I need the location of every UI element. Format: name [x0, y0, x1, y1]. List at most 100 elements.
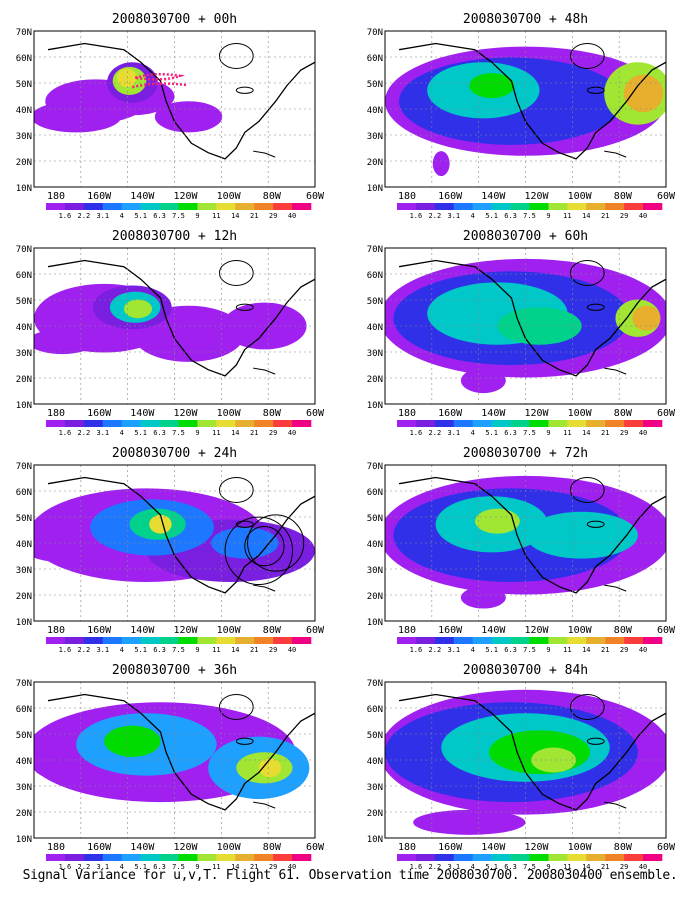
colorbar-label: 14 — [231, 863, 239, 871]
lat-tick-label: 10N — [367, 835, 383, 845]
lat-tick-label: 30N — [367, 566, 383, 576]
lat-tick-label: 40N — [16, 323, 32, 333]
lat-tick-label: 60N — [16, 705, 32, 715]
colorbar-label: 3.1 — [447, 863, 460, 871]
lat-tick-label: 70N — [367, 679, 383, 689]
colorbar-label: 1.6 — [410, 646, 423, 654]
colorbar-swatch — [586, 420, 606, 427]
variance-field — [385, 31, 666, 187]
colorbar-label: 40 — [288, 646, 296, 654]
colorbar-swatch — [567, 854, 587, 861]
lat-tick-label: 40N — [16, 540, 32, 550]
colorbar-label: 1.6 — [410, 212, 423, 220]
lon-tick-label: 80W — [614, 625, 633, 636]
colorbar-swatch — [140, 637, 160, 644]
colorbar-swatch — [529, 203, 549, 210]
variance-field — [34, 682, 315, 838]
colorbar-swatch — [121, 637, 141, 644]
colorbar-label: 1.6 — [410, 429, 423, 437]
colorbar-swatch — [491, 420, 511, 427]
variance-field — [385, 248, 666, 404]
lat-tick-label: 70N — [367, 28, 383, 38]
lat-tick-label: 70N — [16, 679, 32, 689]
colorbar-label: 1.6 — [59, 212, 72, 220]
coastline — [47, 693, 315, 811]
colorbar-label: 3.1 — [96, 212, 109, 220]
colorbar-swatch — [254, 637, 274, 644]
colorbar-label: 11 — [563, 429, 571, 437]
colorbar-swatch — [235, 420, 255, 427]
colorbar-swatch — [102, 420, 123, 427]
lon-tick-label: 140W — [481, 191, 506, 202]
lon-tick-label: 100W — [568, 625, 593, 636]
colorbar-swatch — [434, 637, 455, 644]
lon-tick-label: 180 — [398, 842, 416, 853]
lat-tick-label: 20N — [367, 158, 383, 168]
variance-field — [34, 465, 315, 621]
colorbar-label: 7.5 — [172, 429, 185, 437]
colorbar-swatch — [197, 854, 217, 861]
colorbar-label: 3.1 — [447, 646, 460, 654]
colorbar-swatch — [254, 203, 274, 210]
colorbar-label: 4 — [471, 646, 475, 654]
colorbar-label: 4 — [471, 429, 475, 437]
lon-tick-label: 160W — [438, 625, 463, 636]
colorbar-label: 5.1 — [485, 212, 498, 220]
colorbar-label: 40 — [639, 863, 647, 871]
colorbar-swatch — [586, 203, 606, 210]
colorbar-label: 7.5 — [523, 212, 536, 220]
lon-tick-label: 140W — [130, 842, 155, 853]
lon-tick-label: 160W — [438, 408, 463, 419]
colorbar-label: 7.5 — [523, 863, 536, 871]
lat-tick-label: 30N — [367, 783, 383, 793]
colorbar: 1.6 2.2 3.1 4 5.1 6.3 7.5 9 11 14 21 29 40 — [397, 203, 663, 220]
colorbar-swatch — [548, 854, 568, 861]
colorbar-swatch — [453, 637, 474, 644]
lon-tick-label: 120W — [524, 408, 549, 419]
lat-tick-label: 10N — [367, 184, 383, 194]
colorbar-label: 2.2 — [429, 429, 442, 437]
lat-tick-label: 50N — [367, 514, 383, 524]
panel-title: 2008030700 + 48h — [463, 12, 588, 27]
lon-tick-label: 100W — [568, 842, 593, 853]
lat-tick-label: 30N — [16, 566, 32, 576]
colorbar-label: 11 — [212, 212, 220, 220]
colorbar-swatch — [178, 637, 198, 644]
colorbar-label: 21 — [601, 646, 609, 654]
colorbar-swatch — [121, 203, 141, 210]
lat-tick-label: 20N — [367, 592, 383, 602]
colorbar: 1.6 2.2 3.1 4 5.1 6.3 7.5 9 11 14 21 29 40 — [46, 854, 312, 871]
colorbar-label: 3.1 — [96, 429, 109, 437]
colorbar-swatch — [548, 637, 568, 644]
colorbar-swatch — [529, 854, 549, 861]
lon-tick-label: 140W — [481, 842, 506, 853]
lon-tick-label: 160W — [438, 842, 463, 853]
colorbar-swatch — [415, 854, 436, 861]
lat-tick-label: 10N — [367, 401, 383, 411]
panel-title: 2008030700 + 84h — [463, 663, 588, 678]
colorbar-swatch — [529, 637, 549, 644]
panel-title: 2008030700 + 36h — [112, 663, 237, 678]
colorbar-swatch — [102, 203, 123, 210]
coastline — [398, 42, 666, 160]
lat-tick-label: 40N — [367, 323, 383, 333]
colorbar: 1.6 2.2 3.1 4 5.1 6.3 7.5 9 11 14 21 29 40 — [397, 420, 663, 437]
colorbar-swatch — [102, 854, 123, 861]
colorbar-label: 11 — [563, 863, 571, 871]
colorbar-swatch — [83, 637, 104, 644]
lat-tick-label: 20N — [16, 375, 32, 385]
lon-tick-label: 60W — [306, 191, 325, 202]
lat-tick-label: 10N — [16, 401, 32, 411]
panel-title: 2008030700 + 72h — [463, 446, 588, 461]
colorbar-swatch — [46, 420, 66, 427]
lon-tick-label: 140W — [130, 408, 155, 419]
lon-tick-label: 100W — [217, 191, 242, 202]
colorbar-label: 29 — [620, 863, 628, 871]
colorbar-label: 7.5 — [172, 863, 185, 871]
lon-tick-label: 160W — [438, 191, 463, 202]
lat-tick-label: 30N — [367, 349, 383, 359]
colorbar-label: 4 — [120, 212, 124, 220]
lat-tick-label: 70N — [16, 28, 32, 38]
colorbar-swatch — [397, 637, 417, 644]
